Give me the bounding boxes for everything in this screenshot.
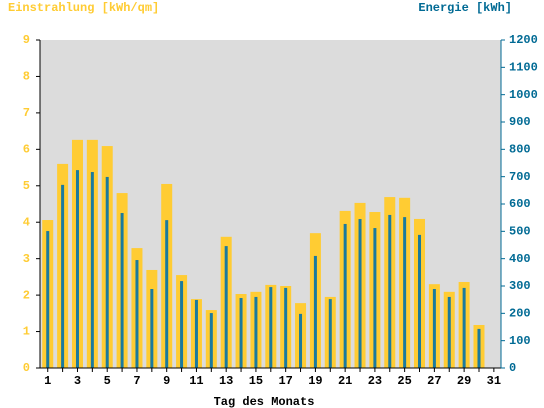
x-tick-label: 9 [163,374,170,388]
bar [75,170,79,368]
y2-tick-label: 800 [509,143,531,157]
y2-tick-label: 300 [509,279,531,293]
bar [388,214,392,368]
bar [403,217,407,368]
y2-tick-label: 600 [509,197,531,211]
y-tick-label: 8 [23,70,30,84]
bar [105,176,109,368]
bar [447,296,451,368]
bar [194,299,198,368]
x-tick-label: 31 [487,374,501,388]
x-tick-label: 25 [397,374,411,388]
x-tick-label: 5 [104,374,111,388]
x-axis-title: Tag des Monats [214,395,315,408]
y2-tick-label: 900 [509,115,531,129]
bar [462,287,466,368]
bar [269,287,273,368]
bar [120,213,124,368]
y2-tick-label: 1200 [509,33,538,47]
x-tick-label: 29 [457,374,471,388]
x-tick-label: 21 [338,374,352,388]
bar [343,223,347,368]
y2-tick-label: 1000 [509,88,538,102]
x-tick-label: 3 [74,374,81,388]
bar [180,281,184,368]
bar [299,313,303,368]
bar [358,219,362,368]
y-tick-label: 6 [23,143,30,157]
y2-tick-label: 500 [509,225,531,239]
bar [477,328,481,368]
bar [373,228,377,368]
x-tick-label: 19 [308,374,322,388]
bar [46,231,50,368]
y-tick-label: 2 [23,288,30,302]
bar [224,246,228,368]
bar [328,299,332,368]
bar [432,289,436,368]
y2-tick-label: 0 [509,361,516,375]
bar [284,287,288,368]
bar [313,255,317,368]
y2-tick-label: 700 [509,170,531,184]
bar [254,296,258,368]
x-tick-label: 27 [427,374,441,388]
bar [61,184,65,368]
y2-tick-label: 1100 [509,61,538,75]
y-tick-label: 1 [23,325,30,339]
bar [209,313,213,368]
y-axis-title: Einstrahlung [kWh/qm] [8,1,159,15]
bar [418,234,422,368]
x-tick-label: 23 [368,374,382,388]
x-tick-label: 1 [44,374,51,388]
y2-tick-label: 100 [509,334,531,348]
y-tick-label: 0 [23,361,30,375]
y-tick-label: 5 [23,179,30,193]
y-tick-label: 7 [23,106,30,120]
y-tick-label: 4 [23,215,30,229]
y2-tick-label: 200 [509,307,531,321]
bar [90,172,94,368]
bar [165,220,169,368]
y-tick-label: 9 [23,33,30,47]
y2-tick-label: 400 [509,252,531,266]
y-tick-label: 3 [23,252,30,266]
bar [135,260,139,368]
x-tick-label: 11 [189,374,203,388]
bar [150,289,154,368]
x-tick-label: 13 [219,374,233,388]
y2-axis-title: Energie [kWh] [418,1,512,15]
bar [239,298,243,368]
x-tick-label: 17 [278,374,292,388]
x-tick-label: 7 [133,374,140,388]
x-tick-label: 15 [249,374,263,388]
